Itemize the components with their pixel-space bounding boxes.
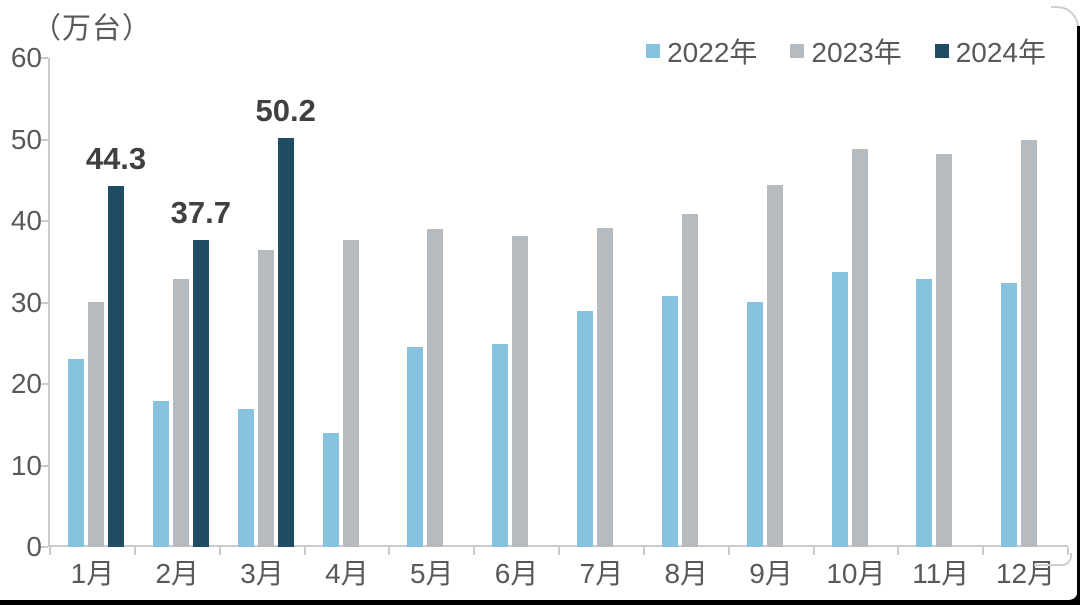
x-tick-label-6月: 6月 xyxy=(494,558,539,589)
x-tick-label-7月: 7月 xyxy=(579,558,624,589)
legend-swatch-2024年 xyxy=(934,44,949,58)
x-tick-label-12月: 12月 xyxy=(995,558,1056,589)
x-tick-label-11月: 11月 xyxy=(912,558,970,589)
bar-2023年-1月 xyxy=(88,301,104,547)
x-tick-mark xyxy=(218,547,221,555)
data-label-2024年-1月: 44.3 xyxy=(85,140,147,176)
bar-2022年-3月 xyxy=(237,409,254,547)
y-axis-unit-label: （万台） xyxy=(32,13,153,45)
x-tick-mark xyxy=(897,547,900,555)
bar-2023年-11月 xyxy=(936,154,953,547)
y-tick-label-50: 50 xyxy=(10,123,42,155)
x-tick-label-2月: 2月 xyxy=(155,558,200,589)
x-axis-line xyxy=(48,545,1068,547)
legend-item-2022年: 2022年 xyxy=(646,31,757,71)
y-tick-mark xyxy=(41,301,48,304)
bar-2023年-4月 xyxy=(342,239,359,547)
bar-2022年-9月 xyxy=(746,301,763,547)
bar-2022年-10月 xyxy=(831,272,848,547)
x-tick-mark xyxy=(49,547,51,555)
bar-2022年-8月 xyxy=(661,295,678,547)
frame-bottom-edge xyxy=(0,600,1080,605)
bar-2023年-8月 xyxy=(681,214,698,547)
legend-swatch-2023年 xyxy=(790,44,805,58)
x-tick-mark xyxy=(558,547,560,555)
legend-swatch-2022年 xyxy=(646,44,661,58)
bar-2024年-2月 xyxy=(192,239,209,547)
bar-2023年-3月 xyxy=(257,249,274,547)
y-tick-label-40: 40 xyxy=(10,205,42,236)
data-label-2024年-3月: 50.2 xyxy=(255,92,316,128)
x-tick-label-1月: 1月 xyxy=(70,558,115,589)
bar-2022年-11月 xyxy=(916,278,933,547)
bar-2022年-1月 xyxy=(68,358,84,547)
y-tick-mark xyxy=(41,138,48,141)
y-tick-mark xyxy=(41,57,48,59)
x-tick-mark xyxy=(133,547,136,555)
bar-2022年-6月 xyxy=(492,344,509,547)
x-tick-label-4月: 4月 xyxy=(325,558,369,589)
x-tick-mark xyxy=(982,547,985,555)
plot-area: 44.3 37.7 50.2 xyxy=(50,58,1068,547)
x-tick-mark xyxy=(303,547,306,555)
x-tick-mark xyxy=(473,547,476,555)
bar-2023年-2月 xyxy=(172,278,189,547)
y-tick-label-60: 60 xyxy=(10,42,42,73)
legend-label: 2023年 xyxy=(811,37,902,68)
data-label-2024年-2月: 37.7 xyxy=(170,194,231,230)
cropped-border-arc-top-right xyxy=(1051,6,1079,34)
x-tick-mark xyxy=(388,547,391,555)
y-tick-label-30: 30 xyxy=(10,286,42,318)
bar-2023年-7月 xyxy=(597,227,613,547)
x-tick-mark xyxy=(727,547,730,555)
y-tick-mark xyxy=(41,220,48,222)
bar-2023年-6月 xyxy=(512,235,529,547)
bar-2022年-5月 xyxy=(407,346,424,547)
x-tick-label-9月: 9月 xyxy=(749,558,793,589)
y-axis-line xyxy=(48,58,50,547)
x-tick-label-10月: 10月 xyxy=(826,558,886,589)
y-tick-mark xyxy=(41,383,48,385)
x-tick-label-3月: 3月 xyxy=(240,558,284,589)
bar-2022年-7月 xyxy=(577,310,593,547)
legend-item-2024年: 2024年 xyxy=(934,31,1046,71)
y-tick-label-20: 20 xyxy=(10,368,42,399)
y-tick-mark xyxy=(41,546,48,548)
legend-item-2023年: 2023年 xyxy=(790,31,902,71)
x-tick-label-5月: 5月 xyxy=(409,558,454,589)
bar-2022年-2月 xyxy=(152,401,169,547)
bar-2022年-12月 xyxy=(1001,282,1018,547)
cropped-border-arc-bottom-right xyxy=(1034,553,1072,566)
x-tick-mark xyxy=(812,547,815,555)
legend: 2022年 2023年 2024年 xyxy=(646,31,1046,71)
x-tick-label-8月: 8月 xyxy=(664,558,709,589)
bar-2023年-10月 xyxy=(851,149,868,547)
frame-corner xyxy=(1051,584,1080,605)
bar-2023年-12月 xyxy=(1021,140,1038,547)
y-tick-label-0: 0 xyxy=(26,531,42,562)
y-tick-mark xyxy=(41,464,48,467)
bar-2023年-5月 xyxy=(427,229,444,547)
bar-2023年-9月 xyxy=(766,185,783,547)
legend-label: 2024年 xyxy=(955,37,1046,68)
bar-2022年-4月 xyxy=(322,432,339,547)
frame-right-edge xyxy=(1077,26,1080,605)
legend-label: 2022年 xyxy=(667,37,758,68)
bar-2024年-1月 xyxy=(108,185,124,547)
x-tick-mark xyxy=(642,547,645,555)
y-tick-label-10: 10 xyxy=(10,449,42,481)
bar-2024年-3月 xyxy=(277,137,294,547)
x-tick-mark xyxy=(1067,547,1069,555)
